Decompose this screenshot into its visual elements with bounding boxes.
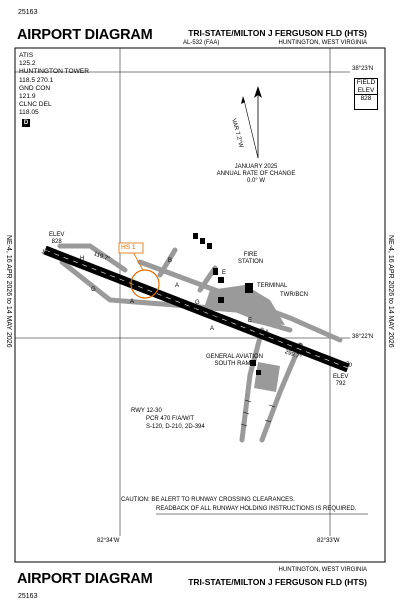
building — [250, 360, 256, 366]
taxiway-b — [157, 247, 178, 278]
runway-info-pcr: PCR 470 F/A/W/T — [146, 416, 195, 422]
ga-south-ramp — [254, 362, 280, 392]
fire-station-label: FIRE STATION — [238, 252, 263, 266]
freq-line: 118.5 270.1 — [19, 76, 54, 84]
taxiway-label: A — [175, 283, 180, 289]
field-elev-line1: FIELD — [356, 79, 376, 86]
runway-info: RWY 12-30 PCR 470 F/A/W/T S-120, D-210, … — [131, 407, 205, 431]
caution-line1: CAUTION: BE ALERT TO RUNWAY CROSSING CLE… — [121, 497, 295, 503]
freq-line: ATIS — [19, 52, 34, 59]
tower-beacon-label: TWR/BCN — [280, 292, 308, 298]
terminal-label: TERMINAL — [257, 283, 288, 289]
lon-right-label: 82°33'W — [317, 538, 340, 544]
elev-right-value: 792 — [335, 381, 346, 387]
elev-left-value: 828 — [51, 239, 62, 245]
taxiway-south-2 — [259, 342, 303, 443]
variation-rate-value: 0.0° W — [246, 178, 266, 184]
taxiway-label: E — [248, 318, 253, 324]
elev-right-label: ELEV — [333, 374, 349, 380]
ga-ramp-label: GENERAL AVIATION SOUTH RAMP — [206, 354, 263, 368]
freq-line: CLNC DEL — [19, 101, 52, 109]
magnetic-arrow-line — [243, 99, 259, 159]
elev-left-label: ELEV — [49, 232, 65, 238]
location-code: AL-532 (FAA) — [183, 40, 220, 46]
fire-station-line2: STATION — [238, 259, 264, 265]
taxiway-g — [59, 259, 263, 315]
taxiway-label: A — [265, 330, 270, 336]
elev-left: ELEV 828 — [49, 232, 64, 246]
runway-info-name: RWY 12-30 — [131, 408, 162, 414]
building — [207, 243, 212, 249]
runway-centerline — [44, 249, 349, 369]
footer-airport-name: TRI-STATE/MILTON J FERGUSON FLD (HTS) — [188, 577, 367, 587]
footer-title: AIRPORT DIAGRAM — [17, 571, 153, 587]
taxiway-label: H — [80, 256, 85, 262]
ga-ramp-line1: GENERAL AVIATION — [206, 354, 263, 360]
building — [200, 238, 205, 244]
taxiway-label: E — [222, 270, 227, 276]
taxiway-label: G — [91, 287, 96, 293]
runway-info-weights: S-120, D-210, 2D-394 — [146, 424, 205, 430]
freq-line: GND CON — [19, 84, 51, 92]
variation-block: JANUARY 2025 ANNUAL RATE OF CHANGE 0.0° … — [216, 164, 296, 185]
field-elev-value: 828 — [355, 94, 377, 103]
variation-date: JANUARY 2025 — [234, 164, 278, 170]
magnetic-arrow-head — [241, 96, 245, 104]
taxiway-south — [239, 327, 265, 443]
north-arrow-head — [254, 86, 262, 98]
building — [218, 277, 224, 283]
hotspot-circle — [130, 269, 160, 299]
taxiway-label: B — [168, 258, 173, 264]
building — [218, 297, 224, 303]
freq-line: 118.05 — [19, 109, 39, 117]
caution-note: CAUTION: BE ALERT TO RUNWAY CROSSING CLE… — [121, 496, 356, 514]
field-elev-line2: ELEV — [357, 86, 375, 94]
ramp-north-lower — [245, 305, 268, 326]
page-title: AIRPORT DIAGRAM — [17, 27, 153, 43]
footer-city: HUNTINGTON, WEST VIRGINIA — [278, 567, 367, 573]
lat-top-label: 38°23'N — [352, 66, 374, 72]
variation-rate-label: ANNUAL RATE OF CHANGE — [216, 171, 296, 177]
fire-station-line1: FIRE — [243, 252, 258, 258]
field-elevation-box: FIELD ELEV 828 — [354, 78, 378, 110]
hotspot-box — [118, 242, 144, 254]
taxiway-label: A — [210, 326, 215, 332]
elev-right: ELEV 792 — [333, 374, 348, 388]
freq-line: 121.9 — [19, 93, 36, 101]
building — [256, 370, 261, 375]
taxiway-label: G — [195, 300, 200, 306]
ga-ramp-line2: SOUTH RAMP — [214, 361, 255, 367]
terminal-building — [245, 283, 253, 293]
lon-left-label: 82°34'W — [97, 538, 120, 544]
taxiway-label: A — [130, 299, 135, 305]
d-badge: D — [22, 119, 30, 127]
chart-id-top: 25163 — [18, 9, 38, 16]
city-label: HUNTINGTON, WEST VIRGINIA — [278, 40, 367, 46]
freq-line: 125.2 — [19, 60, 36, 68]
taxiway-label: B — [299, 344, 304, 350]
hotspot-leader — [132, 251, 144, 271]
caution-line2: READBACK OF ALL RUNWAY HOLDING INSTRUCTI… — [156, 506, 357, 512]
lat-mid-label: 38°22'N — [352, 334, 374, 340]
hotspot-label: HS 1 — [121, 244, 136, 251]
building — [213, 268, 218, 275]
taxiway-e — [197, 265, 218, 293]
taxiway-h — [57, 243, 128, 273]
airport-name: TRI-STATE/MILTON J FERGUSON FLD (HTS) — [188, 28, 367, 38]
chart-id-bottom: 25163 — [18, 593, 38, 600]
building — [193, 233, 198, 239]
